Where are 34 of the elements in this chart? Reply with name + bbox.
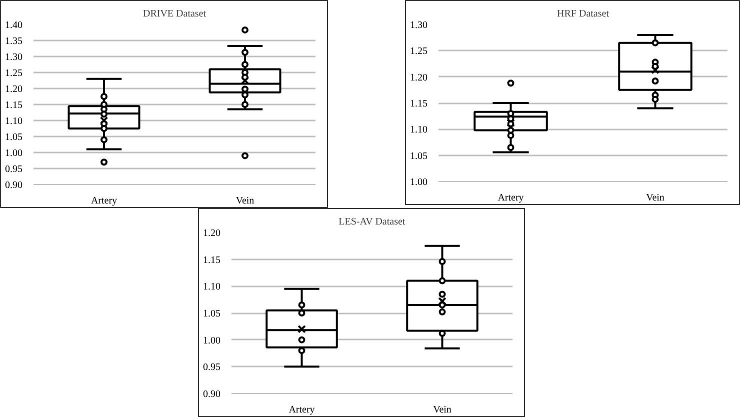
y-tick-label: 1.30 [410, 20, 428, 31]
x-tick-label: Vein [236, 196, 254, 206]
y-tick-label: 0.95 [203, 362, 220, 374]
chart-title: HRF Dataset [557, 8, 610, 20]
y-tick-label: 1.00 [203, 335, 220, 346]
y-tick-label: 0.95 [5, 164, 22, 175]
y-tick-label: 1.20 [5, 84, 22, 95]
x-tick-label: Artery [90, 196, 118, 206]
y-tick-label: 1.20 [203, 228, 220, 239]
x-tick-label: Vein [646, 192, 664, 204]
y-tick-label: 1.20 [410, 72, 428, 84]
y-tick-label: 1.40 [5, 20, 22, 31]
y-tick-label: 1.05 [5, 132, 22, 143]
y-tick-label: 1.30 [5, 52, 22, 63]
y-tick-label: 1.15 [203, 254, 220, 266]
y-tick-label: 1.25 [410, 46, 428, 58]
y-tick-label: 1.10 [410, 124, 428, 136]
y-tick-label: 1.00 [410, 177, 428, 188]
y-tick-label: 0.90 [5, 180, 22, 191]
y-tick-label: 0.90 [203, 389, 220, 400]
y-tick-label: 1.15 [5, 100, 22, 111]
y-tick-label: 1.10 [203, 282, 220, 293]
chart-title: DRIVE Dataset [142, 8, 206, 20]
x-tick-label: Vein [433, 404, 452, 416]
y-tick-label: 1.25 [5, 68, 22, 79]
y-tick-label: 1.05 [203, 308, 220, 320]
x-tick-label: Artery [498, 192, 524, 204]
y-tick-label: 1.00 [5, 148, 22, 159]
y-tick-label: 1.10 [5, 116, 22, 127]
x-tick-label: Artery [288, 404, 315, 416]
y-tick-label: 1.35 [5, 36, 22, 47]
y-tick-label: 1.05 [410, 150, 428, 162]
chart-title: LES-AV Dataset [338, 216, 406, 228]
y-tick-label: 1.15 [410, 98, 428, 110]
